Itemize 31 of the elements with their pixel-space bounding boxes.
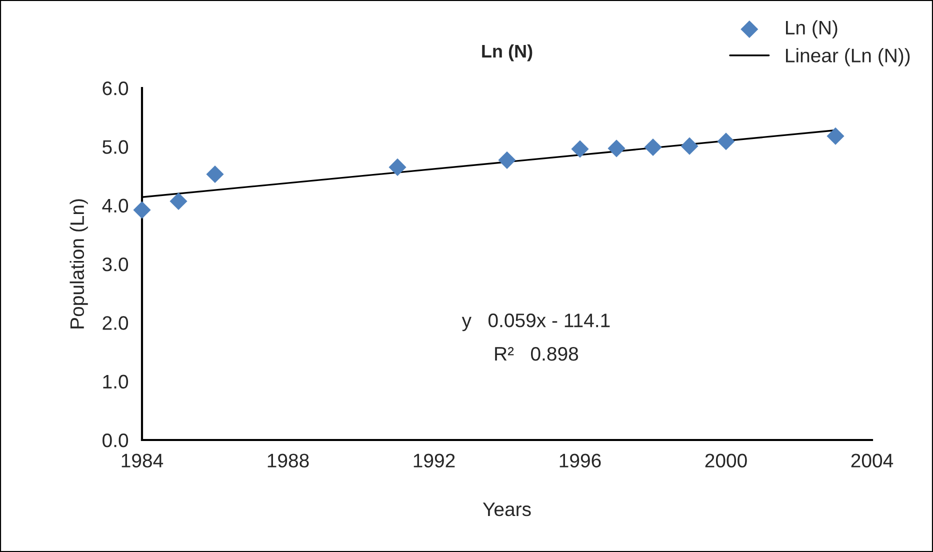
x-tick-label: 1992 — [414, 454, 455, 468]
point — [498, 151, 516, 169]
legend-label: Ln (N) — [786, 20, 838, 38]
point — [680, 137, 698, 155]
point — [133, 201, 151, 219]
point — [571, 140, 589, 158]
annotation: y 0.059x - 114.1 — [462, 314, 610, 332]
x-tick-label: 1988 — [268, 454, 309, 468]
y-tick-label: 6.0 — [102, 81, 128, 96]
point — [644, 138, 662, 156]
point — [826, 127, 844, 145]
point — [170, 192, 188, 210]
point — [717, 132, 735, 150]
legend-label: Linear (Ln (N)) — [786, 48, 910, 66]
y-axis-title: Population (Ln) — [70, 199, 88, 328]
x-tick-label: 1996 — [560, 454, 601, 468]
point — [206, 165, 224, 184]
y-tick-label: 1.0 — [103, 374, 128, 389]
x-tick-label: 1984 — [122, 454, 164, 468]
y-tick-label: 4.0 — [102, 198, 128, 213]
x-tick-label: 2004 — [851, 454, 894, 468]
point — [388, 158, 406, 176]
y-tick-label: 3.0 — [102, 257, 128, 272]
chart-title: Ln (N) — [482, 44, 532, 62]
x-tick-label: 2000 — [705, 454, 747, 468]
annotation: R² 0.898 — [495, 346, 578, 361]
y-tick-label: 0.0 — [102, 433, 128, 448]
point — [608, 140, 626, 158]
y-tick-label: 5.0 — [102, 140, 128, 154]
y-tick-label: 2.0 — [102, 316, 128, 330]
x-axis-title: Years — [482, 502, 531, 516]
